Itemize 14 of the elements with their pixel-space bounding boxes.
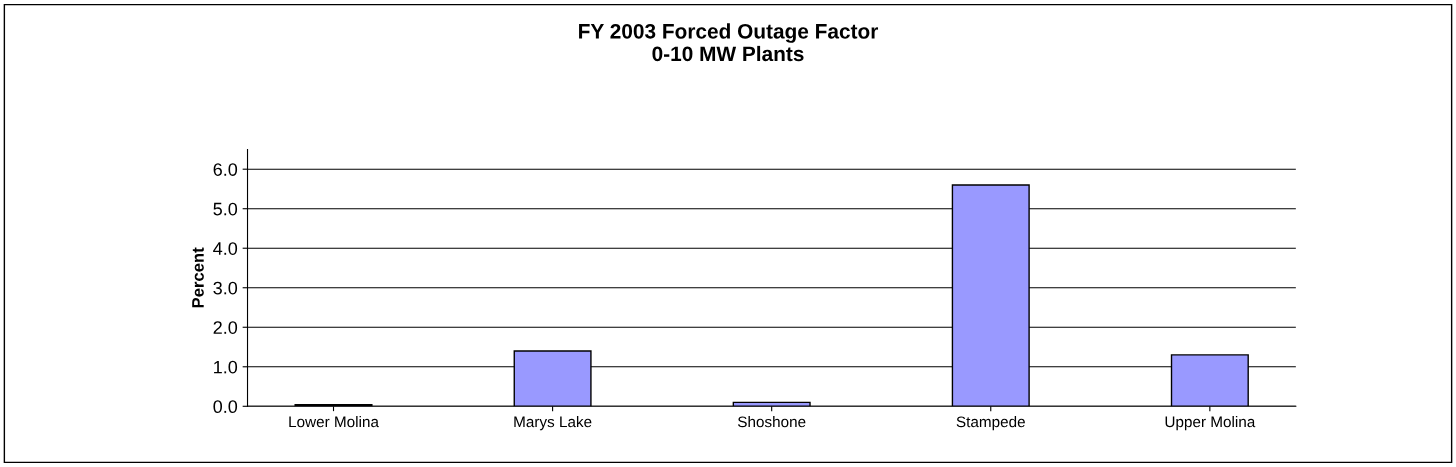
chart-title: FY 2003 Forced Outage Factor 0-10 MW Plants [579,23,879,62]
y-tick-label: 4.0 [213,242,238,255]
x-tick-label: Stampede [956,416,1025,431]
y-tick-label: 5.0 [213,202,238,216]
x-tick-label: Shoshone [737,416,806,428]
x-tick-label: Upper Molina [1165,416,1256,431]
y-axis-title: Percent [192,247,204,308]
y-tick-label: 1.0 [214,360,238,374]
y-tick-label: 6.0 [213,163,238,176]
y-tick-label: 2.0 [213,321,238,334]
y-tick-label: 0.0 [213,400,238,414]
x-tick-label: Marys Lake [514,416,592,431]
x-tick-label: Lower Molina [289,416,379,428]
y-tick-label: 3.0 [213,281,238,295]
